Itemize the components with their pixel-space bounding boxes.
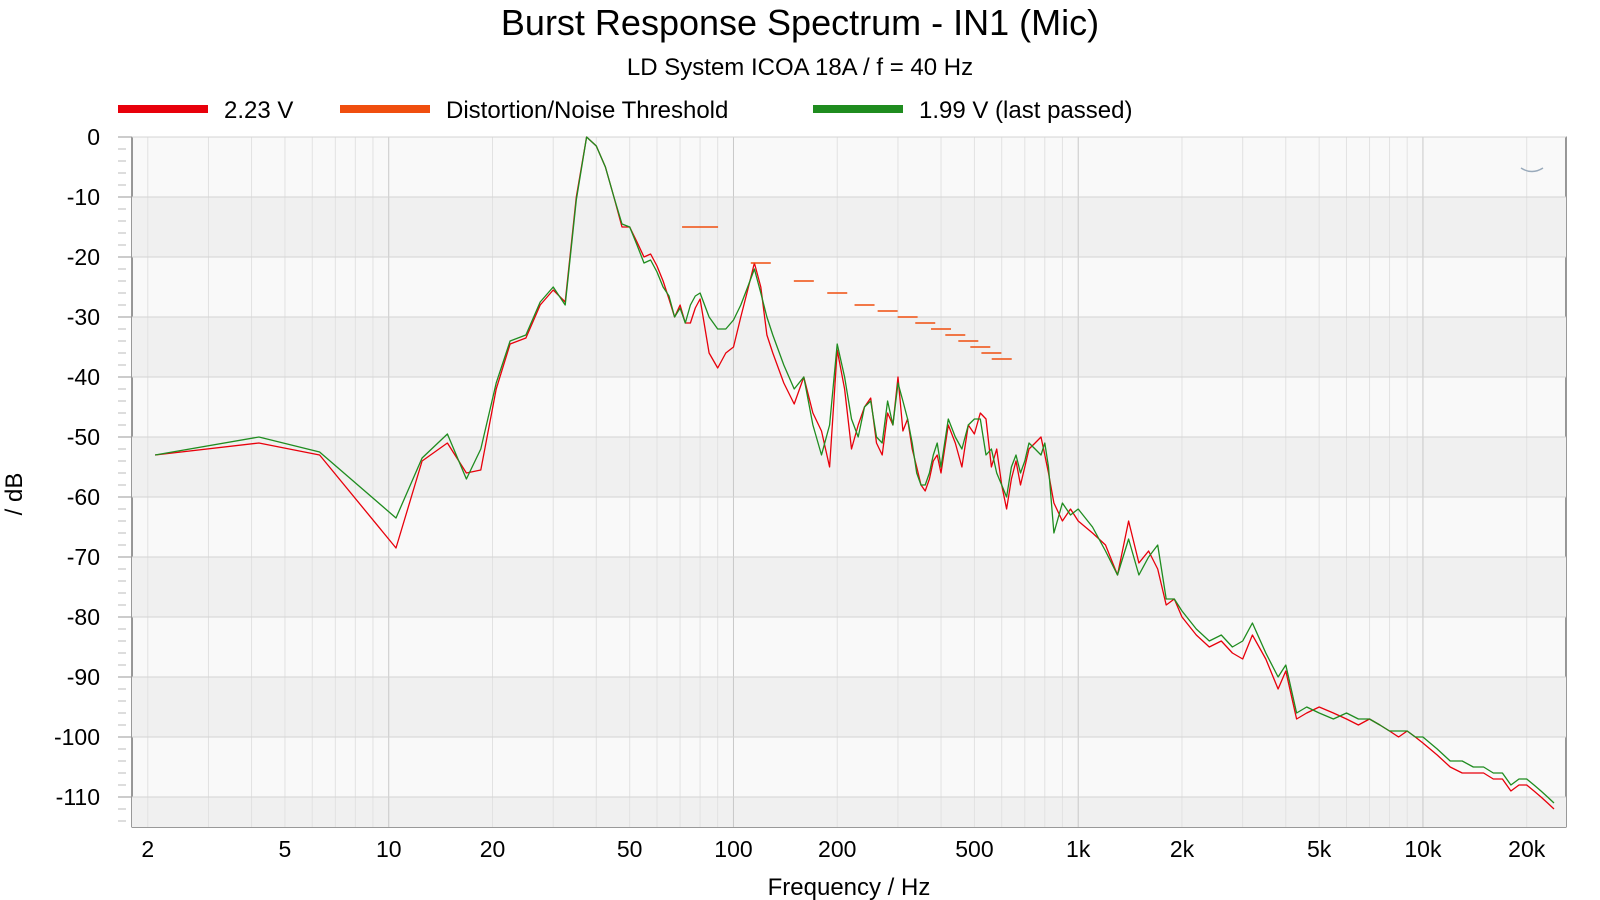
x-tick-label: 5 [279,836,292,862]
legend-label: Distortion/Noise Threshold [446,97,728,124]
x-tick-label: 200 [818,836,856,862]
klippel-logo [1520,167,1544,173]
y-axis-ticks: 0 -10 -20 -30 -40 -50 -60 -70 -80 -90 -100 -110 [54,124,132,822]
series-line-2 [154,136,1555,804]
legend: 2.23 V Distortion/Noise Threshold 1.99 V (… [118,97,1132,124]
y-tick-label: -70 [67,544,100,570]
x-tick-label: 10k [1404,836,1442,862]
series-line-0 [155,136,1555,810]
legend-swatch [340,105,430,113]
y-tick-label: -90 [67,664,100,690]
chart-title: Burst Response Spectrum - IN1 (Mic) [500,2,1100,43]
y-tick-label: -30 [67,304,100,330]
x-axis-label: Frequency / Hz [768,874,931,900]
grid-band [132,557,1566,617]
legend-swatch [118,105,208,113]
x-tick-label: 5k [1307,836,1332,862]
grid-band [132,317,1566,377]
series-group [154,136,1555,810]
x-tick-label: 2 [141,836,154,862]
legend-label: 1.99 V (last passed) [919,97,1132,124]
legend-label: 2.23 V [224,97,293,124]
grid-band [132,197,1566,257]
x-tick-label: 1k [1066,836,1091,862]
y-tick-label: -50 [67,424,100,450]
y-tick-label: -110 [56,784,100,810]
y-tick-label: -100 [54,724,100,750]
y-tick-label: -40 [67,364,100,390]
grid-band [132,677,1566,737]
grid-band [132,797,1566,827]
x-tick-label: 500 [955,836,993,862]
x-tick-label: 10 [376,836,402,862]
grid-band [132,437,1566,497]
grid-lines [132,136,1566,827]
chart-subtitle: LD System ICOA 18A / f = 40 Hz [626,54,974,81]
x-tick-label: 20k [1508,836,1546,862]
x-tick-label: 100 [714,836,752,862]
y-tick-label: -60 [67,484,100,510]
y-axis-label: / dB [1,473,28,516]
y-tick-label: -80 [67,604,100,630]
x-tick-label: 2k [1170,836,1195,862]
x-tick-label: 50 [617,836,643,862]
y-tick-label: -20 [67,244,100,270]
x-axis-ticks: 2 5 10 20 50 100 200 500 1k 2k 5k 10k 20k [141,836,1545,862]
legend-swatch [813,105,903,113]
x-tick-label: 20 [480,836,506,862]
y-tick-label: -10 [67,184,100,210]
y-tick-label: 0 [87,124,100,150]
